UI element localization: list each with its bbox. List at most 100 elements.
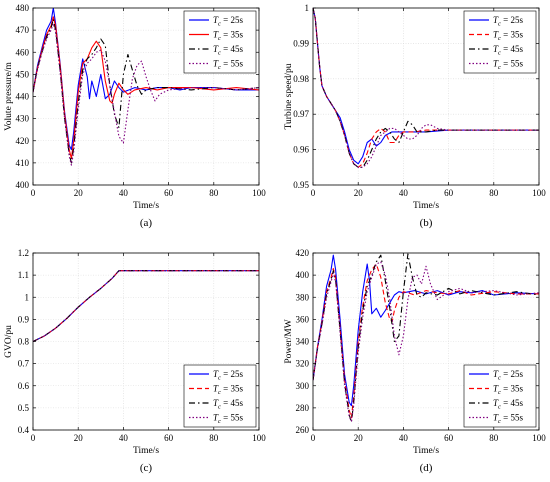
x-tick-label: 80 [209, 433, 219, 443]
x-tick-label: 20 [74, 433, 84, 443]
legend-entry-55s: Tc = 55s [213, 413, 243, 426]
panel-1: 0 20 40 60 80 100 0.95 0.96 0.97 0.98 0.99 1 Time/s T… [284, 3, 546, 229]
y-tick-label: 280 [296, 403, 310, 413]
y-tick-label: 420 [16, 136, 30, 146]
legend-entry-25s: Tc = 25s [493, 369, 523, 382]
panel-2-series-group [33, 270, 259, 342]
x-tick-label: 80 [489, 433, 499, 443]
x-tick-label: 0 [31, 188, 36, 198]
y-tick-label: 460 [16, 47, 30, 57]
series-line-55s [33, 22, 259, 166]
y-tick-label: 0.9 [18, 314, 30, 324]
legend-entry-25s: Tc = 25s [493, 15, 523, 28]
x-axis-label: Time/s [133, 201, 159, 211]
x-tick-label: 100 [252, 433, 266, 443]
panel-caption: (b) [420, 217, 433, 229]
legend-entry-45s: Tc = 45s [493, 44, 523, 57]
legend-entry-45s: Tc = 45s [213, 398, 243, 411]
x-tick-label: 0 [311, 188, 316, 198]
y-tick-label: 260 [296, 425, 310, 435]
series-line-35s [33, 16, 259, 159]
x-tick-label: 100 [252, 188, 266, 198]
x-tick-label: 20 [74, 188, 84, 198]
y-tick-label: 0.5 [18, 403, 30, 413]
x-axis-label: Time/s [413, 201, 439, 211]
y-tick-label: 450 [16, 69, 30, 79]
y-tick-label: 1 [25, 292, 30, 302]
x-tick-label: 80 [209, 188, 219, 198]
x-tick-label: 20 [354, 433, 364, 443]
y-tick-label: 340 [296, 337, 310, 347]
legend-entry-35s: Tc = 35s [493, 384, 523, 397]
y-axis-label: GVO/pu [4, 325, 14, 358]
x-tick-label: 60 [444, 188, 454, 198]
panel-caption: (d) [420, 462, 433, 474]
legend-box [463, 364, 537, 428]
panel-2: 0 20 40 60 80 100 0.4 0.5 0.6 0.7 0.8 0.9 1 1.1 1.2 Tim… [4, 248, 266, 474]
x-tick-label: 60 [444, 433, 454, 443]
y-tick-label: 1.1 [18, 270, 29, 280]
y-tick-label: 1.2 [18, 248, 29, 258]
y-tick-label: 300 [296, 381, 310, 391]
series-line-55s [313, 261, 539, 422]
series-line-35s [33, 270, 259, 342]
panel-1-axes-frame [312, 7, 540, 186]
y-tick-label: 0.99 [293, 38, 309, 48]
y-tick-label: 0.95 [293, 180, 309, 190]
y-tick-label: 470 [16, 25, 30, 35]
y-tick-label: 420 [296, 248, 310, 258]
y-tick-label: 440 [16, 92, 30, 102]
y-tick-label: 0.96 [293, 145, 309, 155]
x-tick-label: 40 [399, 188, 409, 198]
x-tick-label: 80 [489, 188, 499, 198]
panel-caption: (a) [140, 217, 153, 229]
y-tick-label: 0.8 [18, 337, 30, 347]
series-line-45s [33, 18, 259, 164]
legend-entry-25s: Tc = 25s [213, 15, 243, 28]
series-line-45s [313, 253, 539, 423]
x-tick-label: 40 [119, 188, 129, 198]
x-axis-label: Time/s [133, 446, 159, 456]
legend-entry-55s: Tc = 55s [493, 59, 523, 72]
y-tick-label: 0.6 [18, 381, 30, 391]
legend-entry-55s: Tc = 55s [493, 413, 523, 426]
y-tick-label: 400 [16, 180, 30, 190]
y-axis-label: Power/MW [284, 319, 294, 363]
series-line-35s [313, 263, 539, 419]
y-tick-label: 380 [296, 292, 310, 302]
x-tick-label: 100 [532, 188, 546, 198]
x-tick-label: 0 [311, 433, 316, 443]
y-tick-label: 0.7 [18, 359, 30, 369]
x-tick-label: 100 [532, 433, 546, 443]
panel-0-series-group [33, 8, 259, 166]
y-tick-label: 360 [296, 314, 310, 324]
legend-entry-45s: Tc = 45s [493, 398, 523, 411]
series-line-45s [313, 8, 539, 168]
panel-1-series-group [313, 8, 539, 168]
series-line-55s [313, 8, 539, 168]
legend-entry-45s: Tc = 45s [213, 44, 243, 57]
y-tick-label: 480 [16, 3, 30, 13]
y-axis-label: Volute pressure/m [4, 62, 14, 131]
y-axis-label: Turbine speed/pu [284, 63, 294, 129]
legend-box [183, 10, 257, 74]
legend-box [183, 364, 257, 428]
panel-3: 0 20 40 60 80 100 260 280 300 320 340 360 380 400 420 T… [284, 248, 546, 474]
series-line-25s [313, 254, 539, 407]
y-tick-label: 0.98 [293, 74, 309, 84]
legend-entry-55s: Tc = 55s [213, 59, 243, 72]
legend-entry-35s: Tc = 35s [493, 30, 523, 43]
panel-0: 0 20 40 60 80 100 400 410 420 430 440 450 460 470 480 T… [4, 3, 266, 229]
y-tick-label: 410 [16, 158, 30, 168]
y-tick-label: 320 [296, 359, 310, 369]
x-tick-label: 20 [354, 188, 364, 198]
y-tick-label: 430 [16, 114, 30, 124]
y-tick-label: 400 [296, 270, 310, 280]
panel-3-series-group [313, 253, 539, 423]
x-tick-label: 60 [164, 188, 174, 198]
x-tick-label: 40 [119, 433, 129, 443]
